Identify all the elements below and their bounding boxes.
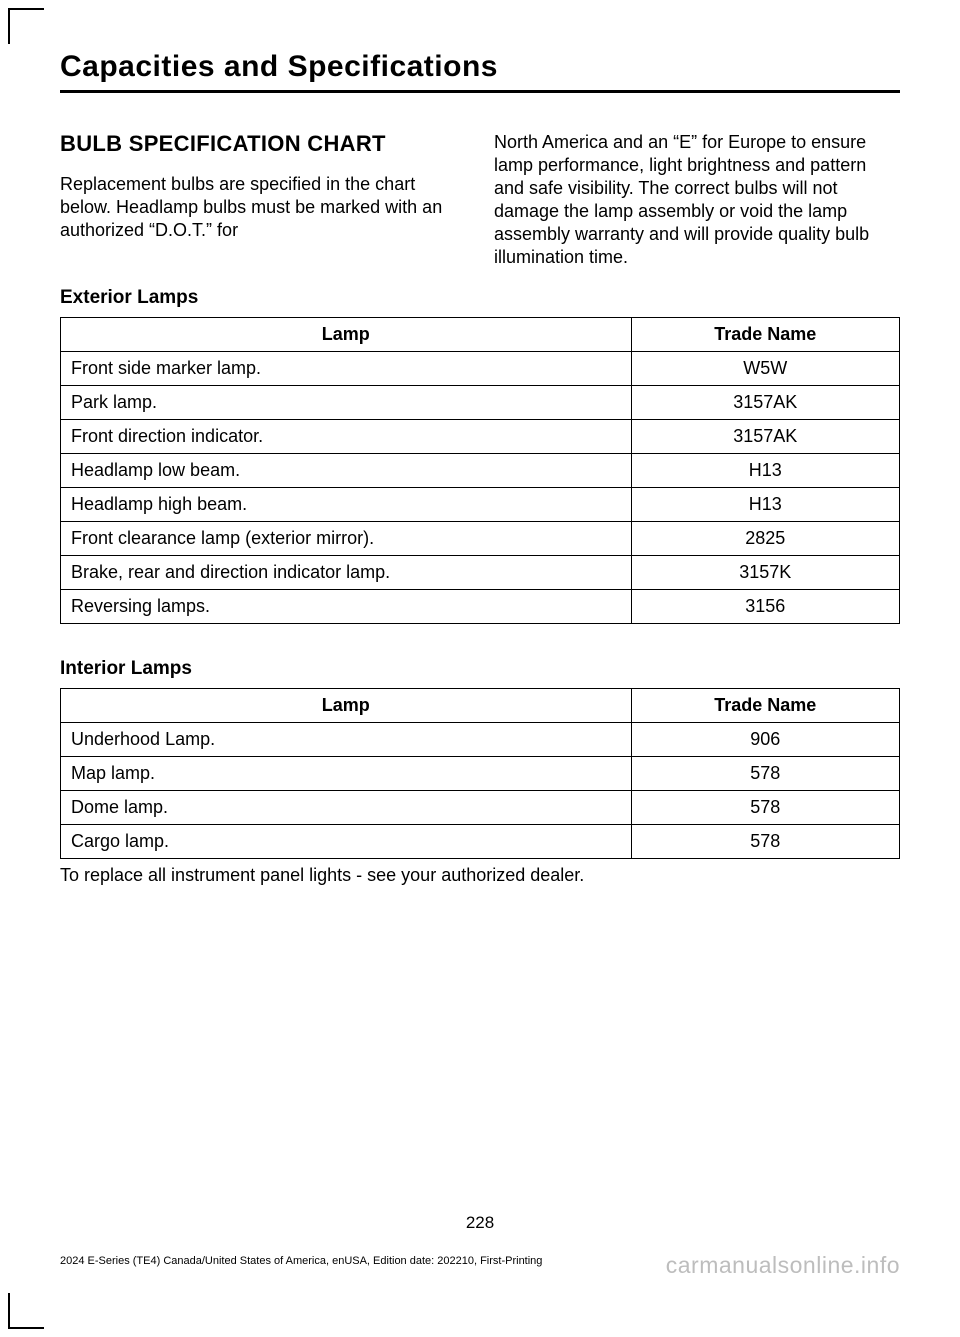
col-header-trade-name: Trade Name [631, 318, 899, 352]
lamp-cell: Underhood Lamp. [61, 723, 632, 757]
section-title: BULB SPECIFICATION CHART [60, 131, 466, 157]
table-row: Headlamp high beam.H13 [61, 488, 900, 522]
trade-name-cell: 3157AK [631, 420, 899, 454]
table-row: Headlamp low beam.H13 [61, 454, 900, 488]
table-row: Cargo lamp.578 [61, 825, 900, 859]
intro-left-text: Replacement bulbs are specified in the c… [60, 173, 466, 242]
table-row: Reversing lamps.3156 [61, 590, 900, 624]
exterior-heading: Exterior Lamps [60, 287, 900, 309]
table-row: Dome lamp.578 [61, 791, 900, 825]
intro-left-column: BULB SPECIFICATION CHART Replacement bul… [60, 131, 466, 269]
table-row: Underhood Lamp.906 [61, 723, 900, 757]
lamp-cell: Front direction indicator. [61, 420, 632, 454]
trade-name-cell: 578 [631, 825, 899, 859]
lamp-cell: Front side marker lamp. [61, 352, 632, 386]
table-row: Map lamp.578 [61, 757, 900, 791]
intro-columns: BULB SPECIFICATION CHART Replacement bul… [60, 131, 900, 269]
col-header-lamp: Lamp [61, 318, 632, 352]
intro-right-column: North America and an “E” for Europe to e… [494, 131, 900, 269]
trade-name-cell: 906 [631, 723, 899, 757]
lamp-cell: Reversing lamps. [61, 590, 632, 624]
table-header-row: Lamp Trade Name [61, 318, 900, 352]
table-row: Front side marker lamp.W5W [61, 352, 900, 386]
crop-mark-bottom-left [8, 1293, 44, 1329]
interior-heading: Interior Lamps [60, 658, 900, 680]
exterior-lamps-table: Lamp Trade Name Front side marker lamp.W… [60, 317, 900, 624]
table-header-row: Lamp Trade Name [61, 689, 900, 723]
lamp-cell: Brake, rear and direction indicator lamp… [61, 556, 632, 590]
trade-name-cell: H13 [631, 454, 899, 488]
trade-name-cell: 3157K [631, 556, 899, 590]
page-number: 228 [0, 1213, 960, 1233]
trade-name-cell: H13 [631, 488, 899, 522]
lamp-cell: Map lamp. [61, 757, 632, 791]
crop-mark-top-left [8, 8, 44, 44]
chapter-title: Capacities and Specifications [60, 50, 900, 84]
watermark: carmanualsonline.info [666, 1252, 900, 1279]
trade-name-cell: 578 [631, 791, 899, 825]
lamp-cell: Cargo lamp. [61, 825, 632, 859]
trade-name-cell: 578 [631, 757, 899, 791]
footer-edition-info: 2024 E-Series (TE4) Canada/United States… [60, 1255, 542, 1267]
col-header-lamp: Lamp [61, 689, 632, 723]
trade-name-cell: 2825 [631, 522, 899, 556]
page: Capacities and Specifications BULB SPECI… [0, 0, 960, 1337]
lamp-cell: Park lamp. [61, 386, 632, 420]
trade-name-cell: W5W [631, 352, 899, 386]
instrument-panel-note: To replace all instrument panel lights -… [60, 865, 900, 886]
trade-name-cell: 3156 [631, 590, 899, 624]
table-row: Front clearance lamp (exterior mirror).2… [61, 522, 900, 556]
title-rule [60, 90, 900, 93]
interior-lamps-table: Lamp Trade Name Underhood Lamp.906Map la… [60, 688, 900, 859]
lamp-cell: Dome lamp. [61, 791, 632, 825]
lamp-cell: Headlamp high beam. [61, 488, 632, 522]
trade-name-cell: 3157AK [631, 386, 899, 420]
table-row: Front direction indicator.3157AK [61, 420, 900, 454]
col-header-trade-name: Trade Name [631, 689, 899, 723]
lamp-cell: Headlamp low beam. [61, 454, 632, 488]
lamp-cell: Front clearance lamp (exterior mirror). [61, 522, 632, 556]
intro-right-text: North America and an “E” for Europe to e… [494, 131, 900, 269]
table-row: Park lamp.3157AK [61, 386, 900, 420]
table-row: Brake, rear and direction indicator lamp… [61, 556, 900, 590]
